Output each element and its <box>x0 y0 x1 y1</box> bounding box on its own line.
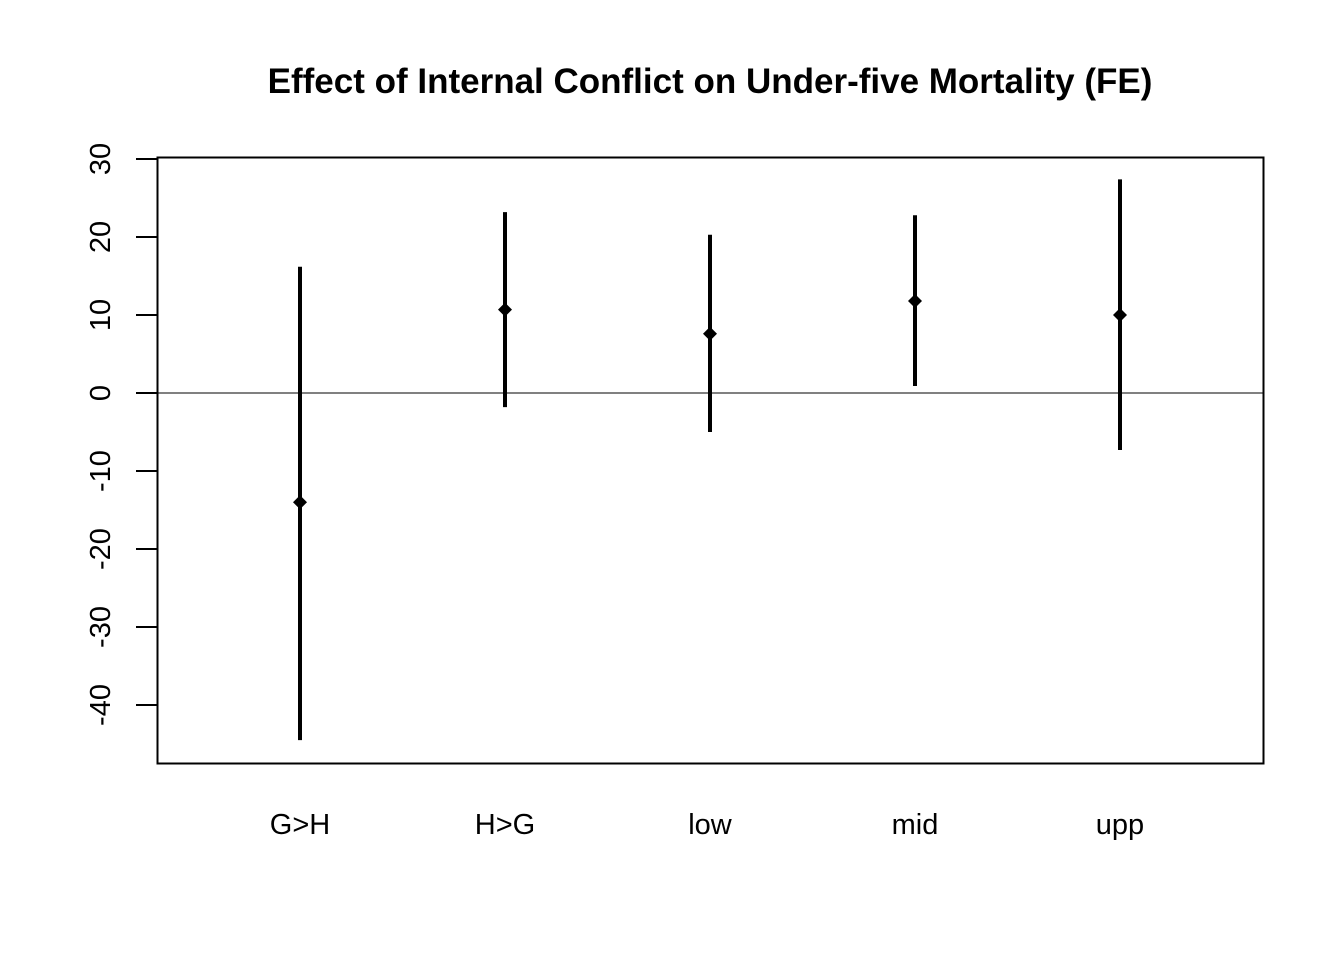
estimate-point <box>908 294 922 309</box>
y-tick-label: -10 <box>85 450 117 492</box>
estimate-point <box>498 302 512 317</box>
x-tick-label: G>H <box>270 809 330 841</box>
estimate-series <box>293 179 1127 741</box>
estimate-point <box>703 326 717 341</box>
y-tick-label: -30 <box>85 606 117 648</box>
x-tick-label: low <box>688 809 733 841</box>
x-axis: G>H H>G low mid upp <box>270 809 1144 841</box>
y-tick-label: -40 <box>85 684 117 726</box>
estimate-point <box>1113 308 1127 323</box>
x-tick-label: mid <box>892 809 939 841</box>
estimate-point <box>293 495 307 510</box>
x-tick-label: H>G <box>475 809 535 841</box>
y-tick-label: 20 <box>85 221 117 253</box>
chart-title: Effect of Internal Conflict on Under-fiv… <box>268 62 1153 101</box>
y-tick-label: -20 <box>85 528 117 570</box>
y-tick-label: 0 <box>85 385 117 401</box>
y-axis: -40 -30 -20 -10 0 10 20 30 <box>85 143 159 726</box>
y-tick-label: 30 <box>85 143 117 175</box>
x-tick-label: upp <box>1096 809 1144 841</box>
y-tick-label: 10 <box>85 299 117 331</box>
